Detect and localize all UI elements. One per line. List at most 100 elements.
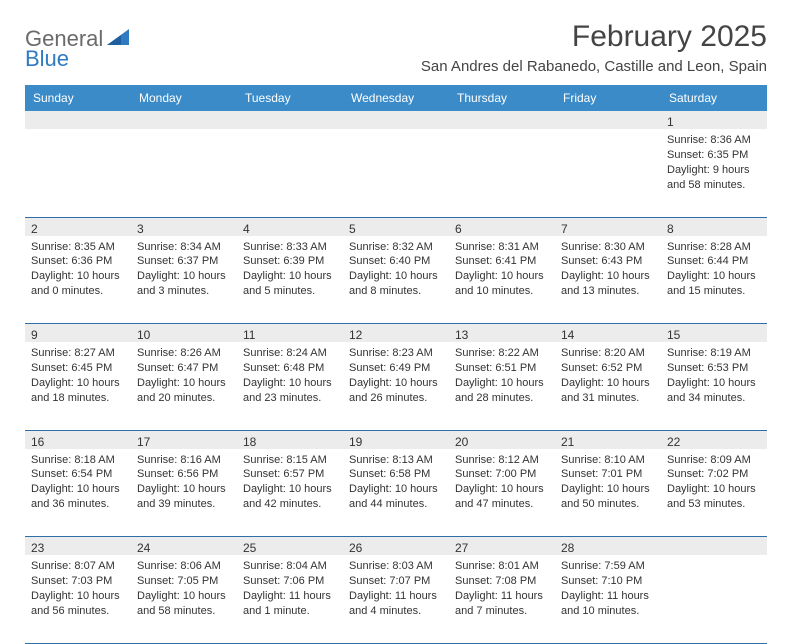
day-number: 14 bbox=[561, 328, 655, 342]
info-row: Sunrise: 8:07 AMSunset: 7:03 PMDaylight:… bbox=[25, 555, 767, 643]
day-number-cell: 22 bbox=[661, 430, 767, 449]
day-info: Sunrise: 8:07 AMSunset: 7:03 PMDaylight:… bbox=[31, 559, 125, 618]
day-info-cell: Sunrise: 8:20 AMSunset: 6:52 PMDaylight:… bbox=[555, 342, 661, 430]
day-info: Sunrise: 8:03 AMSunset: 7:07 PMDaylight:… bbox=[349, 559, 443, 618]
day-number-cell: 6 bbox=[449, 217, 555, 236]
day-info: Sunrise: 8:36 AMSunset: 6:35 PMDaylight:… bbox=[667, 133, 761, 192]
day-info-cell: Sunrise: 8:07 AMSunset: 7:03 PMDaylight:… bbox=[25, 555, 131, 643]
day-number: 27 bbox=[455, 541, 549, 555]
day-info-cell: Sunrise: 8:26 AMSunset: 6:47 PMDaylight:… bbox=[131, 342, 237, 430]
day-info-cell: Sunrise: 8:27 AMSunset: 6:45 PMDaylight:… bbox=[25, 342, 131, 430]
day-number: 21 bbox=[561, 435, 655, 449]
day-number: 1 bbox=[667, 115, 761, 129]
day-header: Tuesday bbox=[237, 85, 343, 111]
day-info: Sunrise: 8:33 AMSunset: 6:39 PMDaylight:… bbox=[243, 240, 337, 299]
day-info-cell bbox=[449, 129, 555, 217]
day-info: Sunrise: 8:27 AMSunset: 6:45 PMDaylight:… bbox=[31, 346, 125, 405]
day-info-cell: Sunrise: 8:33 AMSunset: 6:39 PMDaylight:… bbox=[237, 236, 343, 324]
day-info-cell: Sunrise: 8:01 AMSunset: 7:08 PMDaylight:… bbox=[449, 555, 555, 643]
info-row: Sunrise: 8:18 AMSunset: 6:54 PMDaylight:… bbox=[25, 449, 767, 537]
day-number-cell: 18 bbox=[237, 430, 343, 449]
day-number: 24 bbox=[137, 541, 231, 555]
day-info: Sunrise: 8:34 AMSunset: 6:37 PMDaylight:… bbox=[137, 240, 231, 299]
day-info: Sunrise: 8:35 AMSunset: 6:36 PMDaylight:… bbox=[31, 240, 125, 299]
day-header-row: SundayMondayTuesdayWednesdayThursdayFrid… bbox=[25, 85, 767, 111]
daynum-row: 9101112131415 bbox=[25, 324, 767, 343]
brand-word-2: Blue bbox=[25, 46, 69, 71]
day-info: Sunrise: 8:06 AMSunset: 7:05 PMDaylight:… bbox=[137, 559, 231, 618]
day-number-cell: 9 bbox=[25, 324, 131, 343]
day-number-cell: 11 bbox=[237, 324, 343, 343]
day-number-cell bbox=[25, 111, 131, 129]
day-info: Sunrise: 8:32 AMSunset: 6:40 PMDaylight:… bbox=[349, 240, 443, 299]
day-info-cell: Sunrise: 8:36 AMSunset: 6:35 PMDaylight:… bbox=[661, 129, 767, 217]
brand-triangle-icon bbox=[107, 27, 129, 52]
day-number-cell: 8 bbox=[661, 217, 767, 236]
day-number-cell: 20 bbox=[449, 430, 555, 449]
daynum-row: 2345678 bbox=[25, 217, 767, 236]
calendar-body: 1 Sunrise: 8:36 AMSunset: 6:35 PMDaylight… bbox=[25, 111, 767, 643]
day-number-cell: 2 bbox=[25, 217, 131, 236]
day-number: 3 bbox=[137, 222, 231, 236]
day-number-cell: 5 bbox=[343, 217, 449, 236]
day-info-cell: Sunrise: 8:34 AMSunset: 6:37 PMDaylight:… bbox=[131, 236, 237, 324]
day-number-cell: 12 bbox=[343, 324, 449, 343]
day-number-cell: 14 bbox=[555, 324, 661, 343]
day-number: 10 bbox=[137, 328, 231, 342]
day-number: 17 bbox=[137, 435, 231, 449]
day-number: 26 bbox=[349, 541, 443, 555]
day-number-cell: 17 bbox=[131, 430, 237, 449]
day-number: 16 bbox=[31, 435, 125, 449]
day-info: Sunrise: 8:01 AMSunset: 7:08 PMDaylight:… bbox=[455, 559, 549, 618]
day-info-cell: Sunrise: 8:24 AMSunset: 6:48 PMDaylight:… bbox=[237, 342, 343, 430]
day-info: Sunrise: 8:10 AMSunset: 7:01 PMDaylight:… bbox=[561, 453, 655, 512]
day-number: 4 bbox=[243, 222, 337, 236]
day-number-cell: 28 bbox=[555, 537, 661, 556]
day-number-cell: 25 bbox=[237, 537, 343, 556]
day-info-cell bbox=[237, 129, 343, 217]
day-number-cell: 1 bbox=[661, 111, 767, 129]
day-number-cell bbox=[131, 111, 237, 129]
day-number-cell: 27 bbox=[449, 537, 555, 556]
day-info-cell: Sunrise: 8:15 AMSunset: 6:57 PMDaylight:… bbox=[237, 449, 343, 537]
day-number: 19 bbox=[349, 435, 443, 449]
day-info: Sunrise: 8:13 AMSunset: 6:58 PMDaylight:… bbox=[349, 453, 443, 512]
day-info-cell: Sunrise: 8:32 AMSunset: 6:40 PMDaylight:… bbox=[343, 236, 449, 324]
day-number-cell: 19 bbox=[343, 430, 449, 449]
day-info: Sunrise: 8:22 AMSunset: 6:51 PMDaylight:… bbox=[455, 346, 549, 405]
day-number: 9 bbox=[31, 328, 125, 342]
day-info-cell: Sunrise: 8:10 AMSunset: 7:01 PMDaylight:… bbox=[555, 449, 661, 537]
day-number: 22 bbox=[667, 435, 761, 449]
day-info: Sunrise: 8:24 AMSunset: 6:48 PMDaylight:… bbox=[243, 346, 337, 405]
day-number-cell bbox=[237, 111, 343, 129]
day-header: Saturday bbox=[661, 85, 767, 111]
day-info: Sunrise: 8:30 AMSunset: 6:43 PMDaylight:… bbox=[561, 240, 655, 299]
day-number: 20 bbox=[455, 435, 549, 449]
day-header: Friday bbox=[555, 85, 661, 111]
day-info-cell: Sunrise: 8:23 AMSunset: 6:49 PMDaylight:… bbox=[343, 342, 449, 430]
day-header: Sunday bbox=[25, 85, 131, 111]
day-info-cell: Sunrise: 8:30 AMSunset: 6:43 PMDaylight:… bbox=[555, 236, 661, 324]
day-number: 12 bbox=[349, 328, 443, 342]
day-header: Monday bbox=[131, 85, 237, 111]
day-number-cell: 7 bbox=[555, 217, 661, 236]
day-number: 6 bbox=[455, 222, 549, 236]
day-info-cell: Sunrise: 8:16 AMSunset: 6:56 PMDaylight:… bbox=[131, 449, 237, 537]
day-info: Sunrise: 8:31 AMSunset: 6:41 PMDaylight:… bbox=[455, 240, 549, 299]
day-number-cell: 23 bbox=[25, 537, 131, 556]
day-number: 28 bbox=[561, 541, 655, 555]
day-number: 8 bbox=[667, 222, 761, 236]
day-number: 13 bbox=[455, 328, 549, 342]
day-header: Wednesday bbox=[343, 85, 449, 111]
day-info-cell: Sunrise: 8:22 AMSunset: 6:51 PMDaylight:… bbox=[449, 342, 555, 430]
day-number-cell: 10 bbox=[131, 324, 237, 343]
header: General February 2025 San Andres del Rab… bbox=[25, 20, 767, 75]
day-info-cell: Sunrise: 8:13 AMSunset: 6:58 PMDaylight:… bbox=[343, 449, 449, 537]
location-subtitle: San Andres del Rabanedo, Castille and Le… bbox=[421, 58, 767, 75]
day-number: 23 bbox=[31, 541, 125, 555]
day-number: 25 bbox=[243, 541, 337, 555]
daynum-row: 1 bbox=[25, 111, 767, 129]
day-info: Sunrise: 8:04 AMSunset: 7:06 PMDaylight:… bbox=[243, 559, 337, 618]
day-number-cell: 24 bbox=[131, 537, 237, 556]
daynum-row: 16 17 18 19 20 21 22 bbox=[25, 430, 767, 449]
